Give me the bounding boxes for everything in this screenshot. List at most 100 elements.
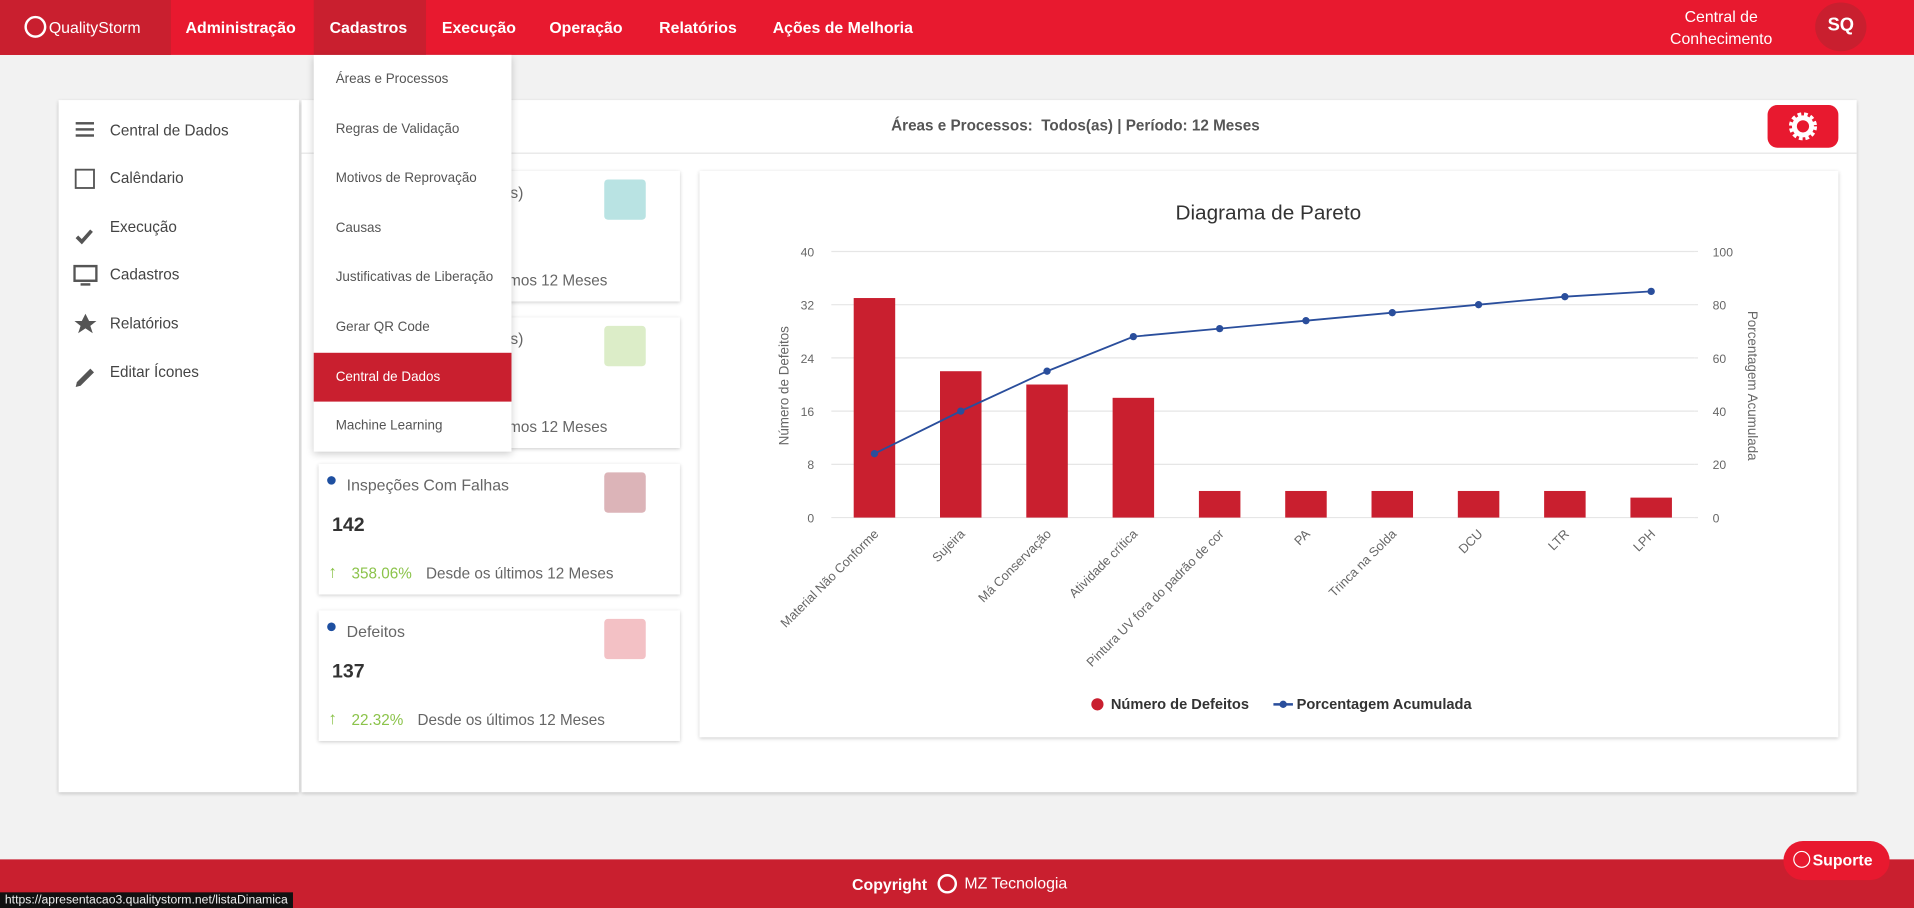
- menu-item[interactable]: Cadastros: [329, 18, 408, 37]
- stat-card: Defeitos 137 ↑ 22.32% Desde os últimos 1…: [318, 610, 680, 741]
- dropdown-item[interactable]: Justificativas de Liberação: [335, 269, 494, 285]
- bar: [1371, 490, 1414, 518]
- card-footer: timos 12 Meses: [500, 418, 608, 436]
- sidebar-item[interactable]: Execução: [109, 218, 177, 236]
- y-tick-label: 32: [801, 299, 815, 313]
- bar: [1112, 397, 1155, 518]
- settings-button[interactable]: [1767, 104, 1839, 148]
- info-icon: [327, 622, 336, 632]
- x-tick-label: Sujeira: [929, 526, 968, 565]
- bar: [853, 298, 896, 518]
- y-tick-label: 8: [807, 458, 814, 472]
- legend-marker: [1279, 700, 1287, 709]
- menu-item[interactable]: Ações de Melhoria: [772, 18, 913, 37]
- menu-item[interactable]: Operação: [549, 18, 623, 37]
- legend-label: Número de Defeitos: [1111, 697, 1249, 713]
- dropdown-item[interactable]: Motivos de Reprovação: [335, 170, 477, 186]
- bar: [1630, 497, 1672, 518]
- logo[interactable]: QualityStorm: [48, 18, 141, 37]
- bar: [1026, 384, 1068, 518]
- divider: [301, 152, 1857, 154]
- chart-title: Diagrama de Pareto: [1175, 202, 1361, 225]
- bar: [1544, 490, 1586, 518]
- sidebar-item[interactable]: Cadastros: [109, 266, 180, 284]
- x-tick-label: LTR: [1545, 526, 1572, 553]
- support-icon: [1793, 850, 1811, 868]
- sidebar-item[interactable]: Editar Ícones: [109, 363, 199, 381]
- sidebar: Central de Dados Calêndario Execução Cad…: [58, 100, 300, 793]
- y2-tick-label: 80: [1713, 299, 1727, 313]
- dropdown-item[interactable]: Gerar QR Code: [335, 319, 430, 335]
- card-title: Defeitos: [346, 622, 405, 641]
- stat-card: Inspeções Com Falhas 142 ↑ 358.06% Desde…: [318, 463, 680, 595]
- x-tick-label: LPH: [1630, 526, 1658, 554]
- status-bar: https://apresentacao3.qualitystorm.net/l…: [0, 892, 293, 908]
- dropdown-item[interactable]: Machine Learning: [335, 418, 443, 434]
- card-footer: Desde os últimos 12 Meses: [426, 565, 614, 583]
- sidebar-item[interactable]: Central de Dados: [109, 122, 229, 140]
- line-point: [1302, 316, 1310, 325]
- info-icon: [327, 476, 336, 485]
- dropdown-menu: Áreas e Processos Regras de Validação Mo…: [313, 54, 512, 452]
- sidebar-item[interactable]: Calêndario: [109, 169, 184, 187]
- card-footer: timos 12 Meses: [500, 272, 608, 290]
- legend-label: Porcentagem Acumulada: [1297, 697, 1473, 713]
- logo-icon: [24, 15, 47, 38]
- card-title: Inspeções Com Falhas: [346, 476, 509, 495]
- card-title: s): [510, 329, 524, 348]
- x-tick-label: DCU: [1455, 526, 1485, 556]
- card-change: 358.06%: [351, 565, 412, 583]
- y2-tick-label: 40: [1713, 405, 1727, 419]
- gear-icon: [1788, 112, 1818, 141]
- line-point: [1216, 324, 1224, 333]
- card-footer: Desde os últimos 12 Meses: [417, 711, 605, 729]
- up-arrow: ↑: [328, 708, 337, 728]
- card-value: 142: [332, 515, 365, 536]
- x-tick-label: PA: [1291, 526, 1313, 548]
- y-tick-label: 40: [801, 245, 815, 259]
- card-change: 22.32%: [351, 711, 404, 729]
- line-point: [1129, 332, 1138, 341]
- line-point: [1561, 293, 1569, 301]
- brand-icon: [937, 874, 958, 894]
- bar: [1285, 490, 1327, 518]
- bar: [1457, 490, 1500, 518]
- y2-tick-label: 100: [1713, 245, 1734, 259]
- y-tick-label: 0: [807, 511, 814, 525]
- line-point: [957, 407, 965, 415]
- legend-marker: [1091, 698, 1104, 711]
- sidebar-item[interactable]: Relatórios: [109, 314, 179, 333]
- line-point: [1474, 301, 1483, 309]
- brand: MZ Tecnologia: [964, 874, 1068, 893]
- x-tick-label: Trinca na Solda: [1326, 526, 1400, 600]
- x-tick-label: Pintura UV fora do padrão de cor: [1083, 526, 1227, 670]
- dropdown-item[interactable]: Central de Dados: [335, 369, 441, 385]
- line-point: [1388, 309, 1396, 317]
- menu-item[interactable]: Execução: [441, 18, 516, 37]
- y2-axis-label: Porcentagem Acumulada: [1745, 311, 1760, 461]
- user-avatar[interactable]: SQ: [1815, 2, 1867, 52]
- help-link[interactable]: Central de Conhecimento: [1670, 7, 1773, 48]
- copyright: Copyright: [852, 875, 927, 894]
- dropdown-item[interactable]: Áreas e Processos: [335, 72, 449, 87]
- y-tick-label: 16: [801, 405, 815, 419]
- line-point: [1647, 287, 1655, 296]
- dropdown-item[interactable]: Causas: [335, 220, 382, 236]
- menu-item[interactable]: Administração: [185, 18, 296, 37]
- y2-tick-label: 0: [1713, 511, 1720, 525]
- card-icon: [604, 618, 646, 660]
- x-tick-label: Má Conservação: [975, 526, 1054, 605]
- y2-tick-label: 60: [1713, 352, 1727, 366]
- footer: Copyright MZ Tecnologia: [0, 859, 1914, 908]
- navbar: QualityStorm Administração Cadastros Exe…: [0, 0, 1914, 55]
- up-arrow: ↑: [328, 561, 337, 582]
- x-tick-label: Atividade crítica: [1066, 526, 1141, 601]
- y2-tick-label: 20: [1713, 458, 1727, 472]
- active-tab: [313, 0, 427, 55]
- dropdown-item[interactable]: Regras de Validação: [335, 122, 460, 137]
- filter-text: Áreas e Processos: Todos(as) | Período: …: [891, 117, 1260, 135]
- menu-item[interactable]: Relatórios: [659, 18, 737, 37]
- x-tick-label: Material Não Conforme: [777, 526, 881, 630]
